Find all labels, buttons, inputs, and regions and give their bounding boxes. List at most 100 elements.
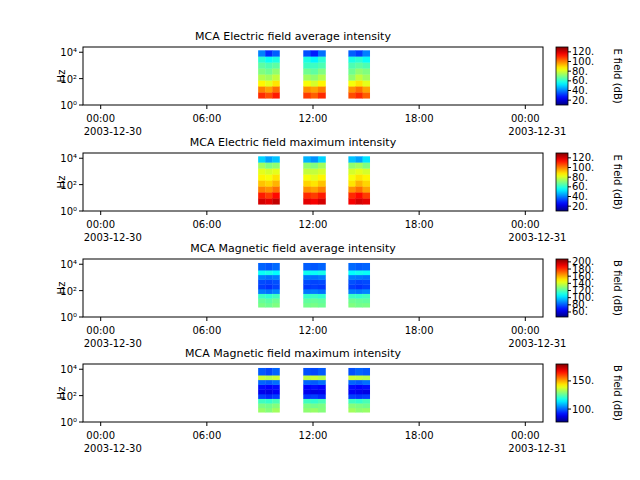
cell	[318, 298, 326, 303]
cell	[303, 180, 311, 186]
x-tick	[419, 105, 420, 109]
x-tick	[313, 211, 314, 215]
cell	[311, 298, 319, 303]
cell	[318, 156, 326, 162]
cell	[355, 186, 362, 192]
colorbar-tick	[568, 167, 571, 168]
cell	[348, 192, 355, 198]
cell	[355, 86, 362, 92]
cell	[258, 180, 265, 186]
cell	[348, 168, 355, 174]
y-tick	[79, 290, 83, 291]
cell	[355, 263, 362, 271]
cell	[303, 375, 311, 380]
cell	[348, 74, 355, 80]
cell	[348, 394, 355, 399]
y-tick-label: 10⁴	[60, 47, 77, 58]
cell	[265, 92, 272, 98]
cell	[265, 399, 272, 404]
cell	[272, 186, 279, 192]
y-tick-label: 10⁰	[60, 312, 77, 323]
cell	[311, 62, 319, 68]
cell	[318, 368, 326, 376]
colorbar-tick-label: 120.	[572, 152, 594, 163]
x-tick	[419, 317, 420, 321]
cell	[272, 284, 279, 289]
cell	[318, 180, 326, 186]
colorbar-tick-label: 200.	[572, 256, 594, 267]
cell	[355, 368, 362, 376]
cell	[318, 408, 326, 413]
x-tick	[525, 105, 526, 109]
colorbar-tick-label: 40.	[572, 191, 588, 202]
cell	[355, 56, 362, 62]
colorbar-tick-label: 60.	[572, 75, 588, 86]
cell	[348, 162, 355, 168]
cell	[355, 298, 362, 303]
cell	[355, 275, 362, 280]
cell	[348, 56, 355, 62]
cell	[311, 303, 319, 308]
cell	[258, 74, 265, 80]
colorbar	[556, 259, 568, 317]
x-tick-label: 00:00	[86, 325, 115, 336]
x-tick	[206, 317, 207, 321]
colorbar-tick	[568, 304, 571, 305]
cell	[272, 375, 279, 380]
colorbar-label: E field (dB)	[612, 154, 623, 209]
cell	[355, 380, 362, 385]
colorbar-tick-label: 20.	[572, 95, 588, 106]
cell	[272, 263, 279, 271]
cell	[272, 168, 279, 174]
cell	[303, 162, 311, 168]
colorbar	[556, 47, 568, 105]
cell	[265, 74, 272, 80]
colorbar-tick	[568, 90, 571, 91]
cell	[258, 174, 265, 180]
cell	[272, 270, 279, 275]
cell	[258, 303, 265, 308]
cell	[311, 180, 319, 186]
cell	[311, 74, 319, 80]
cell	[303, 389, 311, 394]
cell	[265, 68, 272, 74]
colorbar	[556, 364, 568, 422]
cell	[272, 162, 279, 168]
cell	[348, 399, 355, 404]
colorbar-tick	[568, 177, 571, 178]
cell	[311, 294, 319, 299]
cell	[258, 279, 265, 284]
cell	[272, 380, 279, 385]
cell	[348, 380, 355, 385]
cell	[265, 192, 272, 198]
cell	[311, 92, 319, 98]
cell	[265, 156, 272, 162]
cell	[272, 198, 279, 204]
x-tick	[206, 211, 207, 215]
colorbar-tick	[568, 51, 571, 52]
cell	[311, 399, 319, 404]
cell	[363, 74, 370, 80]
cell	[265, 384, 272, 389]
panel-title: MCA Magnetic field maximum intensity	[185, 347, 401, 360]
x-tick	[525, 211, 526, 215]
colorbar	[556, 153, 568, 211]
cell	[265, 56, 272, 62]
x-tick-label: 12:00	[299, 325, 328, 336]
cell	[258, 270, 265, 275]
cell	[311, 192, 319, 198]
cell	[318, 263, 326, 271]
cell	[363, 399, 370, 404]
cell	[303, 86, 311, 92]
date-label: 2003-12-30	[84, 443, 142, 454]
cell	[363, 86, 370, 92]
cell	[258, 68, 265, 74]
x-tick-label: 00:00	[511, 219, 540, 230]
cell	[363, 279, 370, 284]
frame	[83, 364, 543, 422]
x-tick	[419, 422, 420, 426]
cell	[272, 289, 279, 294]
cell	[363, 80, 370, 86]
cell	[348, 198, 355, 204]
cell	[318, 198, 326, 204]
